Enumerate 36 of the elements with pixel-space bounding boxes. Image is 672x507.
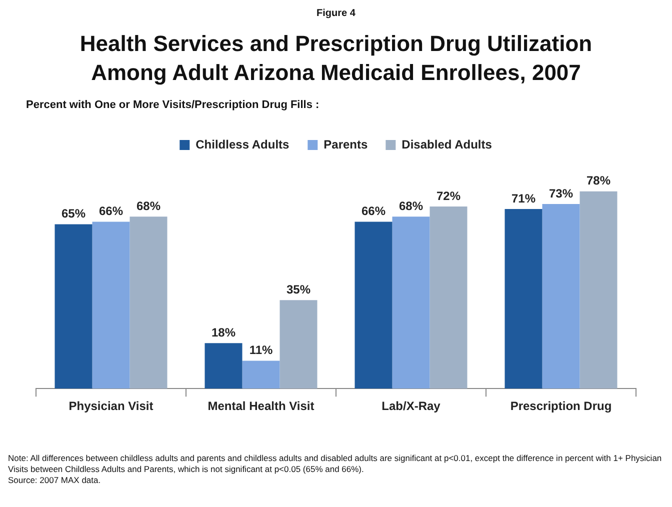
data-label: 71% <box>511 191 536 206</box>
bar <box>280 300 318 389</box>
legend-label: Parents <box>324 137 368 152</box>
bar <box>504 209 542 389</box>
data-label: 66% <box>361 204 386 218</box>
data-label: 68% <box>136 198 161 213</box>
bar <box>430 206 468 389</box>
data-label: 68% <box>398 198 424 213</box>
caption: Figure 4 <box>316 7 356 19</box>
data-label: 66% <box>98 204 124 218</box>
data-label: 11% <box>249 343 274 358</box>
bar <box>54 224 92 389</box>
bar <box>580 191 618 389</box>
data-label: 73% <box>548 186 574 200</box>
bar <box>92 222 130 389</box>
data-label: 72% <box>436 188 461 203</box>
bar <box>204 343 242 389</box>
bar <box>542 204 580 389</box>
bar <box>354 222 392 389</box>
source-note: Source: 2007 MAX data. <box>8 475 102 486</box>
data-label: 78% <box>586 174 611 188</box>
legend-label: Childless Adults <box>196 137 290 152</box>
x-tick-label: Prescription Drug <box>510 399 612 414</box>
x-tick-label: Physician Visit <box>68 399 154 414</box>
legend-label: Disabled Adults <box>402 137 492 152</box>
chart-subtitle: Percent with One or More Visits/Prescription Drug Fills : <box>26 99 320 111</box>
bar <box>392 216 430 389</box>
bar <box>242 360 280 389</box>
chart-title: Health Services and Prescription Drug Utilization Among Adult Arizona Medicaid Enrollees, 2007 <box>78 30 594 87</box>
data-label: 65% <box>61 206 86 221</box>
data-label: 35% <box>286 282 311 296</box>
bar <box>130 216 168 389</box>
x-tick-label: Lab/X-Ray <box>382 399 441 414</box>
text: Note: All differences between childless adults and parents and childless adults and disabled adults are significant at p<0.01, except the difference in percent with 1+ Physician Visits between Childless Adults and Parents, which is not significant at p<0.05 (65% and 66%). <box>8 453 663 475</box>
data-label: 18% <box>211 325 236 340</box>
x-tick-label: Mental Health Visit <box>208 399 314 414</box>
